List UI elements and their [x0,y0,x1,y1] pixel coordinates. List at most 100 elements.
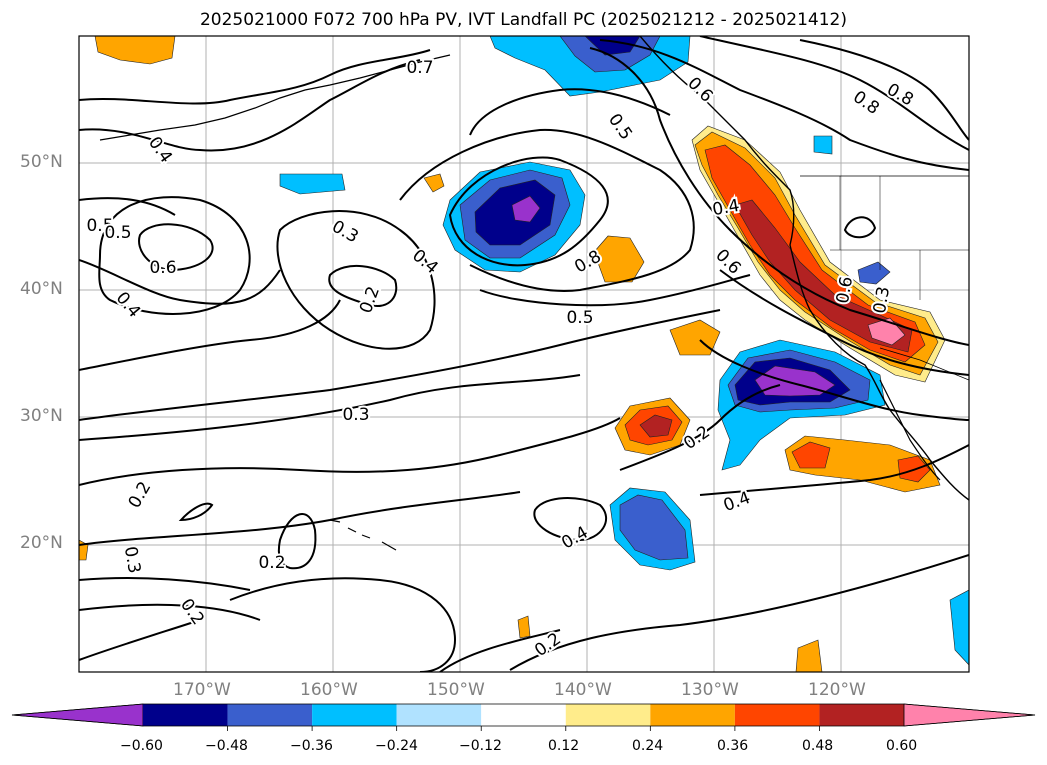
colorbar-tick-label: −0.36 [290,738,333,754]
contour [79,619,201,661]
contour-label: 0.4 [112,288,145,322]
contour-label: 0.6 [149,258,176,278]
colorbar-tick-label: −0.48 [205,738,248,754]
contour [79,374,581,441]
contour [619,384,781,471]
contour-label: 0.5 [566,308,593,328]
fill-orange-nw [94,36,176,65]
colorbar-tick-label: 0.60 [886,738,918,754]
colorbar-tick-label: −0.24 [375,738,418,754]
contour [799,39,969,141]
contour-label: 0.5 [86,216,113,236]
contour-label: 0.7 [406,58,433,78]
colorbar [11,703,1036,731]
baja-california [879,379,941,481]
fill-ar-darkred [734,199,913,353]
contour [533,497,607,542]
colorbar-segment [819,704,904,726]
contour [448,156,609,267]
aleutians [99,54,451,141]
colorbar-segment [734,704,820,726]
lon-label-150w: 150°W [427,680,485,700]
fill-darkred-sw [639,414,673,438]
state-borders [830,176,969,300]
lon-label-120w: 120°W [808,680,866,700]
colorbar-segment [565,704,651,726]
lon-label-130w: 130°W [681,680,739,700]
ivt-filled-contours [79,36,969,672]
contour [79,309,721,421]
map-title: 2025021000 F072 700 hPa PV, IVT Landfall… [199,10,847,30]
graticule [79,36,969,672]
colorbar-tick-label: −0.12 [459,738,502,754]
contour-label: 0.2 [176,595,208,629]
lat-label-40n: 40°N [20,279,63,299]
fill-orange-small [423,173,445,193]
contour [328,264,398,307]
fill-blue-dot [813,135,833,155]
contour [79,417,621,486]
contour [699,444,969,496]
contour [79,577,251,591]
contour-label: 0.5 [104,223,131,243]
contour [178,502,214,522]
colorbar-segment [227,704,313,726]
border-us-mexico [879,347,969,381]
contour [277,513,317,570]
fill-orange-mid [593,235,645,283]
coastlines [99,36,969,551]
colorbar-segment [312,704,397,726]
lon-label-160w: 160°W [300,680,358,700]
contour-label: 0.6 [683,73,716,106]
fill-orange-tiny [517,615,531,639]
fill-ar-red [704,144,926,363]
contour [843,216,877,239]
colorbar-segment [143,704,228,726]
lon-label-170w: 170°W [173,680,231,700]
fill-orange-br [795,639,823,672]
contour [509,554,969,671]
colorbar-tick-label: 0.48 [802,738,834,754]
contour-label: 0.4 [408,246,442,279]
fill-blue-coast [857,261,891,285]
contour [599,39,969,171]
contour-label: 0.6 [711,245,744,278]
colorbar-extend-max [903,703,1036,727]
colorbar-tick-label: 0.24 [632,738,664,754]
contour [719,269,969,376]
contour [79,197,176,216]
lon-label-140w: 140°W [554,680,612,700]
colorbar-outline [11,703,1036,727]
fill-red-se [791,441,831,469]
contour [479,274,751,307]
contour-label: 0.2 [125,478,156,511]
lat-label-50n: 50°N [20,152,63,172]
fill-purple-low [511,195,541,223]
contour-label: 0.2 [356,284,384,316]
contour-label: 0.5 [604,110,636,144]
pv-contours [79,36,969,672]
colorbar-tick-label: 0.12 [548,738,580,754]
contour [699,36,969,151]
contour [79,49,431,105]
contour [79,59,421,152]
contour [138,223,214,272]
fill-navy-top [584,36,641,56]
contour [229,577,457,672]
contour [79,259,281,305]
contour-label: 0.8 [849,87,883,119]
colorbar-extend-min [11,703,144,727]
map-frame [78,35,970,673]
contour [79,299,341,371]
lat-label-30n: 30°N [20,406,63,426]
contour-label: 0.3 [342,405,369,425]
fill-blue-small [279,173,346,195]
contour [79,491,521,546]
contour-label: 0.3 [120,545,144,575]
contour [98,196,251,315]
fill-blue-br [949,589,969,666]
hawaii [329,519,397,551]
contour [399,128,695,292]
north-america-coast [639,36,969,501]
